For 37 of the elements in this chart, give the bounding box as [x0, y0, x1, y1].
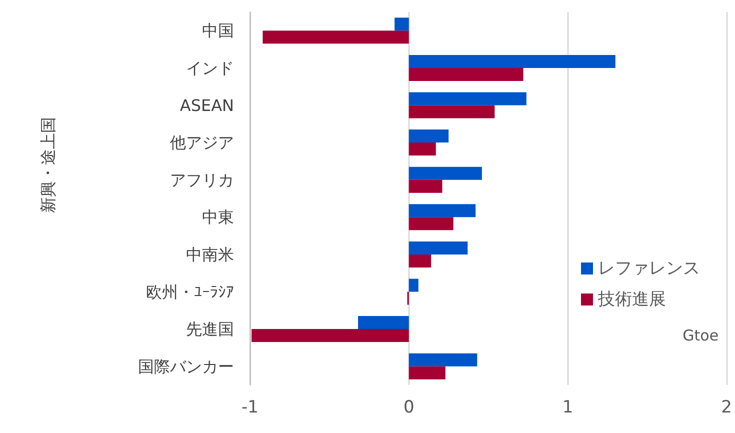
bar [408, 217, 454, 230]
x-tick-label: 0 [403, 398, 414, 418]
bar [408, 142, 436, 156]
bar [408, 204, 476, 218]
bar [408, 92, 526, 106]
text: 新興・途上国 [38, 117, 58, 213]
bar [408, 105, 495, 118]
legend-label: 技術進展 [597, 290, 666, 310]
bar [252, 329, 409, 342]
y-tick-label: 他アジア [170, 133, 234, 152]
y-tick-label: 先進国 [186, 320, 234, 339]
y-tick-label: 中国 [202, 21, 234, 40]
bar [408, 366, 446, 380]
bar [394, 18, 409, 31]
bar [408, 180, 442, 193]
bar [408, 254, 432, 268]
bar [408, 166, 482, 180]
bar [408, 54, 616, 68]
x-axis-title: Gtoe [682, 326, 719, 344]
x-tick-label: -1 [242, 398, 258, 418]
y-tick-label: アフリカ [170, 170, 234, 190]
bar [358, 316, 409, 330]
y-tick-label: ASEAN [180, 96, 234, 115]
bar [408, 68, 524, 81]
bar [262, 30, 409, 44]
bar [408, 278, 418, 292]
bar [408, 241, 468, 254]
y-tick-label: インド [186, 58, 234, 78]
y-tick-label: 国際バンカー [138, 356, 234, 376]
bar [408, 130, 449, 143]
y-tick-label: 中南米 [186, 244, 234, 264]
bar [408, 353, 478, 366]
x-tick-label: 1 [562, 398, 574, 418]
legend-label: レファレンス [598, 258, 700, 278]
y-tick-label: 欧州・ﾕｰﾗｼｱ [146, 282, 234, 302]
x-tick-label: 2 [721, 398, 732, 418]
y-tick-label: 中東 [202, 208, 234, 227]
